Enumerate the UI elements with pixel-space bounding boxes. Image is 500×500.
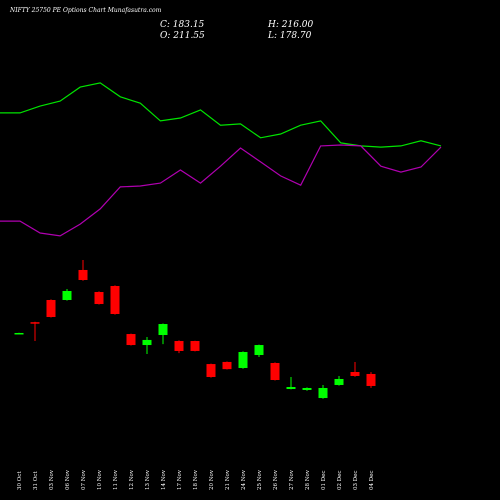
close-label: C: 183.15 <box>160 20 205 30</box>
x-tick-label: 03 Nov <box>49 469 55 490</box>
candle-body <box>110 286 120 314</box>
candle-body <box>94 292 104 305</box>
candle-body <box>350 372 360 376</box>
candle-body <box>142 339 152 346</box>
x-tick-label: 17 Nov <box>177 469 183 490</box>
x-tick-label: 07 Nov <box>81 469 87 490</box>
candle-body <box>14 332 24 335</box>
x-tick-label: 14 Nov <box>161 469 167 490</box>
candle-body <box>334 378 344 385</box>
open-label: O: 211.55 <box>160 31 205 41</box>
x-tick-label: 18 Nov <box>193 469 199 490</box>
candle-body <box>366 373 376 386</box>
candle-body <box>78 269 88 280</box>
x-tick-label: 28 Nov <box>305 469 311 490</box>
candle-body <box>270 363 280 380</box>
candle-body <box>254 345 264 356</box>
chart-title: NIFTY 25750 PE Options Chart Munafasutra… <box>9 7 162 14</box>
high-label: H: 216.00 <box>267 20 314 30</box>
candle-body <box>238 352 248 368</box>
candle-body <box>302 387 312 390</box>
x-tick-label: 30 Oct <box>17 471 23 490</box>
x-tick-label: 10 Nov <box>97 469 103 490</box>
low-label: L: 178.70 <box>267 31 312 41</box>
candle-body <box>286 387 296 390</box>
x-tick-label: 02 Dec <box>337 471 343 491</box>
indicator-line <box>0 82 442 148</box>
x-tick-label: 31 Oct <box>33 471 39 490</box>
x-tick-label: 01 Dec <box>321 471 327 491</box>
indicator-line <box>0 144 442 237</box>
x-tick-label: 11 Nov <box>113 469 119 490</box>
candle-body <box>46 300 56 317</box>
candle-body <box>190 341 200 351</box>
x-tick-label: 03 Dec <box>353 471 359 491</box>
candle-body <box>222 361 232 370</box>
candle-body <box>174 341 184 351</box>
x-tick-label: 12 Nov <box>129 469 135 490</box>
x-tick-label: 21 Nov <box>225 469 231 490</box>
candle-body <box>158 324 168 336</box>
candle-body <box>126 334 136 346</box>
x-tick-label: 20 Nov <box>209 469 215 490</box>
x-tick-label: 06 Nov <box>65 469 71 490</box>
candle-body <box>62 290 72 300</box>
x-tick-label: 24 Nov <box>241 469 247 490</box>
x-tick-label: 25 Nov <box>257 469 263 490</box>
candle-body <box>30 322 40 324</box>
x-tick-label: 26 Nov <box>273 469 279 490</box>
x-tick-label: 27 Nov <box>289 469 295 490</box>
candle-body <box>206 364 216 377</box>
x-tick-label: 04 Dec <box>369 471 375 491</box>
x-tick-label: 13 Nov <box>145 469 151 490</box>
candle-body <box>318 387 328 399</box>
